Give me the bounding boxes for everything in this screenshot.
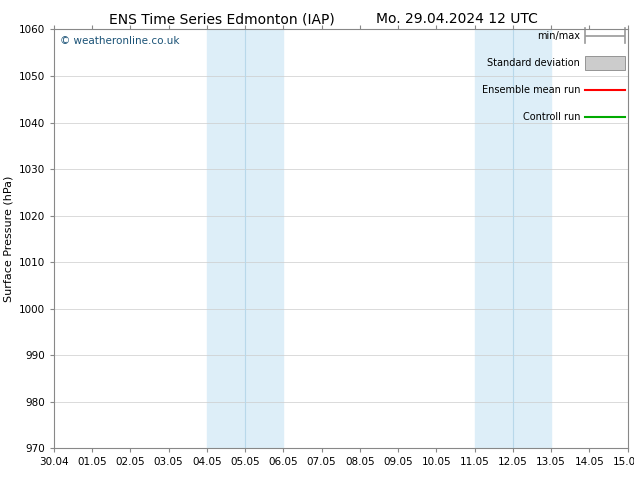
Text: Standard deviation: Standard deviation (487, 58, 580, 68)
Text: min/max: min/max (537, 31, 580, 41)
Text: Mo. 29.04.2024 12 UTC: Mo. 29.04.2024 12 UTC (375, 12, 538, 26)
Bar (585, 55, 624, 70)
Text: © weatheronline.co.uk: © weatheronline.co.uk (60, 36, 179, 46)
Bar (207, 29, 283, 448)
Y-axis label: Surface Pressure (hPa): Surface Pressure (hPa) (3, 176, 13, 302)
Text: Controll run: Controll run (522, 112, 580, 122)
Bar (475, 29, 551, 448)
Text: Ensemble mean run: Ensemble mean run (482, 85, 580, 95)
Text: ENS Time Series Edmonton (IAP): ENS Time Series Edmonton (IAP) (109, 12, 335, 26)
